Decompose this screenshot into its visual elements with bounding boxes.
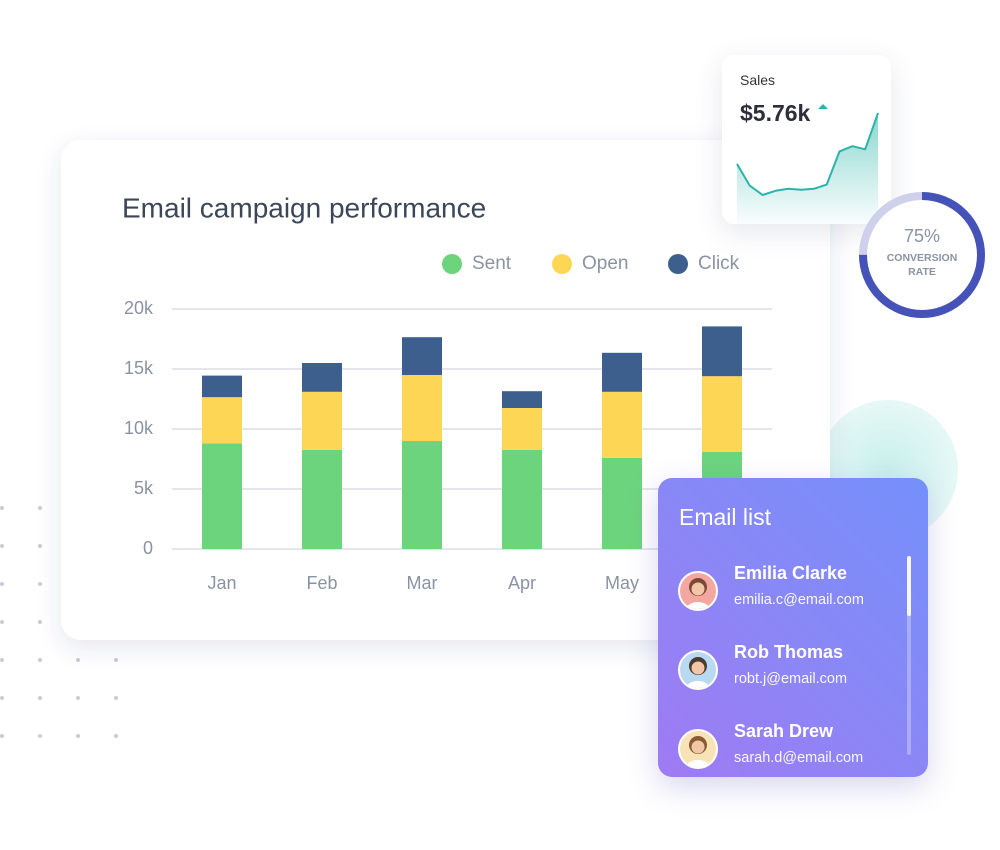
dot [0,734,4,738]
bar-segment [502,408,542,450]
avatar [678,729,718,769]
avatar-face [685,657,711,688]
legend-label: Sent [472,253,512,274]
sales-value: $5.76k [740,100,811,126]
donut-value: 75% [903,226,941,246]
sales-card: Sales $5.76k [722,55,891,224]
scroll-thumb[interactable] [907,556,911,616]
y-tick-label: 15k [124,358,154,378]
y-tick-label: 0 [143,538,153,558]
scrollbar[interactable] [907,556,911,755]
legend-swatch [552,254,572,274]
dot [0,620,4,624]
legend-swatch [442,254,462,274]
avatar [678,571,718,611]
dot [38,658,42,662]
legend-swatch [668,254,688,274]
sparkline-line [736,112,879,196]
bar-segment [402,441,442,549]
dot [0,506,4,510]
dot [114,658,118,662]
contact[interactable]: Sarah Drew sarah.d@email.com [658,721,898,781]
bar-segment [302,391,342,450]
legend-label: Open [582,253,628,274]
dot [0,544,4,548]
bar-segment [202,443,242,549]
legend-label: Click [698,253,740,274]
dot [0,582,4,586]
contact-name: Emilia Clarke [734,563,848,583]
sparkline [736,112,879,224]
dot [76,696,80,700]
bar-segment [502,391,542,408]
dot [114,734,118,738]
bar-segment [602,352,642,392]
dot [38,544,42,548]
x-tick-label: Mar [407,573,438,593]
bar-segment [702,376,742,452]
bar-segment [402,375,442,441]
x-tick-label: Jan [207,573,236,593]
avatar [678,650,718,690]
donut-chart [859,192,985,318]
bar-segment [202,397,242,444]
bar-segment [702,326,742,377]
dot [38,620,42,624]
sales-title: Sales [740,72,776,88]
bar-segment [202,375,242,398]
up-arrow [817,104,828,109]
sales-headline: $5.76k [740,100,829,127]
bar-segment [602,457,642,549]
dot [38,506,42,510]
contact-email: sarah.d@email.com [734,750,864,766]
chart-title: Email campaign performance [122,192,486,223]
dot [0,658,4,662]
bar-segment [302,450,342,549]
donut-caption: CONVERSION RATE [886,252,958,278]
y-tick-label: 10k [124,418,154,438]
email-list: Email list Emilia Clarke emilia.c@email.c… [658,478,928,777]
x-tick-label: May [605,573,639,593]
dot [38,696,42,700]
sparkline-area [737,113,878,224]
contact-name: Rob Thomas [734,642,844,662]
contact-email: robt.j@email.com [734,671,848,687]
dot [114,696,118,700]
y-tick-label: 5k [134,478,154,498]
dot [38,734,42,738]
dot [76,734,80,738]
avatar-face [685,736,711,767]
y-tick-label: 20k [124,298,154,318]
contact-name: Sarah Drew [734,721,834,741]
bar-segment [302,363,342,392]
avatar-face [685,578,711,609]
contact-email: emilia.c@email.com [734,592,864,608]
bar-segment [402,337,442,375]
donut-label: 75% CONVERSION RATE [862,196,982,279]
dot [38,582,42,586]
contact[interactable]: Rob Thomas robt.j@email.com [658,642,898,702]
x-tick-label: Apr [508,573,536,593]
email-list-title: Email list [679,504,772,530]
donut-arc [859,192,985,318]
bar-segment [602,391,642,458]
bar-segment [502,450,542,549]
contact[interactable]: Emilia Clarke emilia.c@email.com [658,563,898,623]
dot [0,696,4,700]
x-tick-label: Feb [306,573,337,593]
dot [76,658,80,662]
